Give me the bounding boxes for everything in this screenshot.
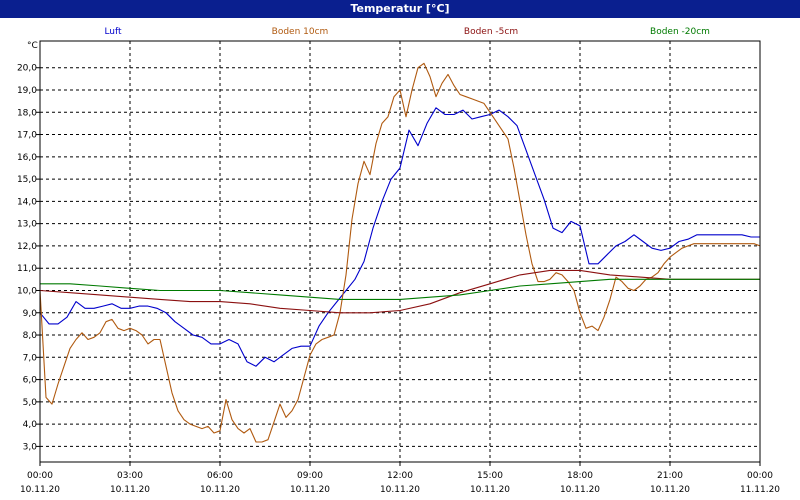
y-tick-label: 10,0 bbox=[17, 286, 37, 296]
y-axis-unit-label: °C bbox=[27, 41, 38, 51]
plot-border bbox=[39, 40, 761, 463]
y-tick-label: 8,0 bbox=[23, 331, 38, 341]
series-line bbox=[39, 107, 760, 367]
grid bbox=[40, 41, 760, 462]
y-tick-label: 16,0 bbox=[17, 153, 37, 163]
y-axis-ticks: 3,0 4,0 5,0 6,0 7,0 8,0 9,0 10,0 11,0 12,0 13,0 14,… bbox=[17, 64, 40, 452]
chart-title: Temperatur [°C] bbox=[0, 0, 800, 18]
legend: Luft Boden 10cm Boden -5cm Boden -20cm bbox=[104, 27, 710, 37]
x-axis-ticks: 00:00 10.11.20 03:00 10.11.20 06:00 10.11.20 0… bbox=[20, 462, 780, 495]
x-tick-time-label: 03:00 bbox=[117, 471, 143, 481]
legend-entry: Boden -20cm bbox=[650, 27, 710, 37]
x-tick-time-label: 21:00 bbox=[657, 471, 683, 481]
x-tick-time-label: 00:00 bbox=[747, 471, 773, 481]
series-group bbox=[39, 62, 761, 443]
x-tick-time-label: 18:00 bbox=[567, 471, 593, 481]
x-tick-time-label: 15:00 bbox=[477, 471, 503, 481]
x-tick-date-label: 10.11.20 bbox=[650, 485, 690, 495]
y-tick-label: 17,0 bbox=[17, 131, 37, 141]
y-tick-label: 9,0 bbox=[23, 309, 38, 319]
x-tick-time-label: 06:00 bbox=[207, 471, 233, 481]
y-tick-label: 3,0 bbox=[23, 442, 38, 452]
y-tick-label: 7,0 bbox=[23, 353, 38, 363]
y-tick-label: 15,0 bbox=[17, 175, 37, 185]
x-tick-time-label: 09:00 bbox=[297, 471, 323, 481]
y-tick-label: 20,0 bbox=[17, 64, 37, 74]
x-tick-date-label: 10.11.20 bbox=[560, 485, 600, 495]
x-tick-date-label: 10.11.20 bbox=[20, 485, 60, 495]
x-tick-date-label: 10.11.20 bbox=[470, 485, 510, 495]
y-tick-label: 5,0 bbox=[23, 398, 38, 408]
x-tick-time-label: 00:00 bbox=[27, 471, 53, 481]
series-line bbox=[40, 278, 760, 300]
legend-entry: Boden 10cm bbox=[272, 27, 329, 37]
x-tick-date-label: 11.11.20 bbox=[740, 485, 780, 495]
y-tick-label: 18,0 bbox=[17, 108, 37, 118]
x-tick-date-label: 10.11.20 bbox=[380, 485, 420, 495]
x-tick-time-label: 12:00 bbox=[387, 471, 413, 481]
x-tick-date-label: 10.11.20 bbox=[200, 485, 240, 495]
x-tick-date-label: 10.11.20 bbox=[290, 485, 330, 495]
series-line bbox=[39, 62, 761, 443]
series-line bbox=[39, 269, 760, 314]
y-tick-label: 13,0 bbox=[17, 220, 37, 230]
x-tick-date-label: 10.11.20 bbox=[110, 485, 150, 495]
y-tick-label: 14,0 bbox=[17, 197, 37, 207]
y-tick-label: 11,0 bbox=[17, 264, 37, 274]
y-tick-label: 19,0 bbox=[17, 86, 37, 96]
y-tick-label: 6,0 bbox=[23, 376, 38, 386]
y-tick-label: 12,0 bbox=[17, 242, 37, 252]
legend-entry: Luft bbox=[104, 27, 122, 37]
y-tick-label: 4,0 bbox=[23, 420, 38, 430]
legend-entry: Boden -5cm bbox=[464, 27, 518, 37]
